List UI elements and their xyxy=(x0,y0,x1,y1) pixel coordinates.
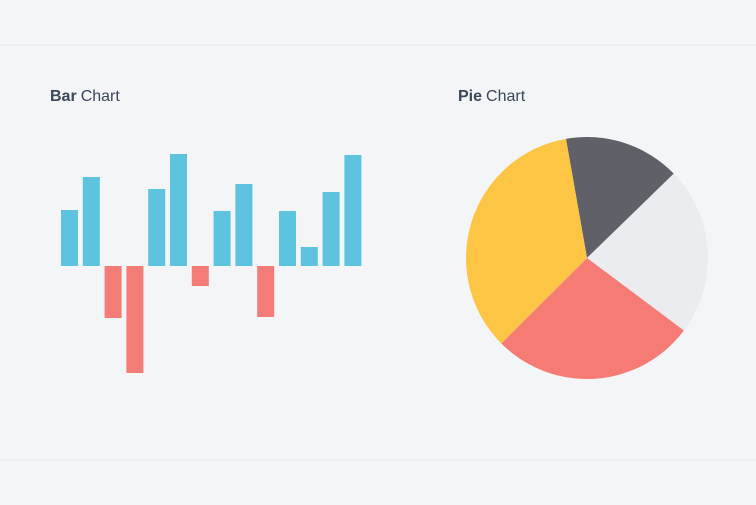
bar-chart-title: Bar Chart xyxy=(50,88,120,105)
bar xyxy=(235,184,253,266)
pie-slice xyxy=(466,138,587,344)
bar xyxy=(300,247,318,266)
bar xyxy=(170,154,187,266)
pie-slice xyxy=(501,258,684,379)
bar xyxy=(148,189,166,266)
bar xyxy=(322,192,340,266)
title-bold: Bar xyxy=(50,88,77,105)
title-rest: Chart xyxy=(486,88,526,105)
bar xyxy=(344,155,362,266)
bar xyxy=(279,211,296,266)
bar xyxy=(61,210,78,266)
pie-slice xyxy=(565,137,674,258)
bar xyxy=(213,211,231,266)
bar xyxy=(126,266,144,373)
bar xyxy=(191,266,209,286)
bar xyxy=(82,177,100,266)
pie-slice xyxy=(587,173,708,331)
bar xyxy=(257,266,275,317)
pie-chart-title: Pie Chart xyxy=(458,88,526,105)
title-rest: Chart xyxy=(81,88,121,105)
title-bold: Pie xyxy=(458,88,482,105)
bar xyxy=(104,266,122,318)
